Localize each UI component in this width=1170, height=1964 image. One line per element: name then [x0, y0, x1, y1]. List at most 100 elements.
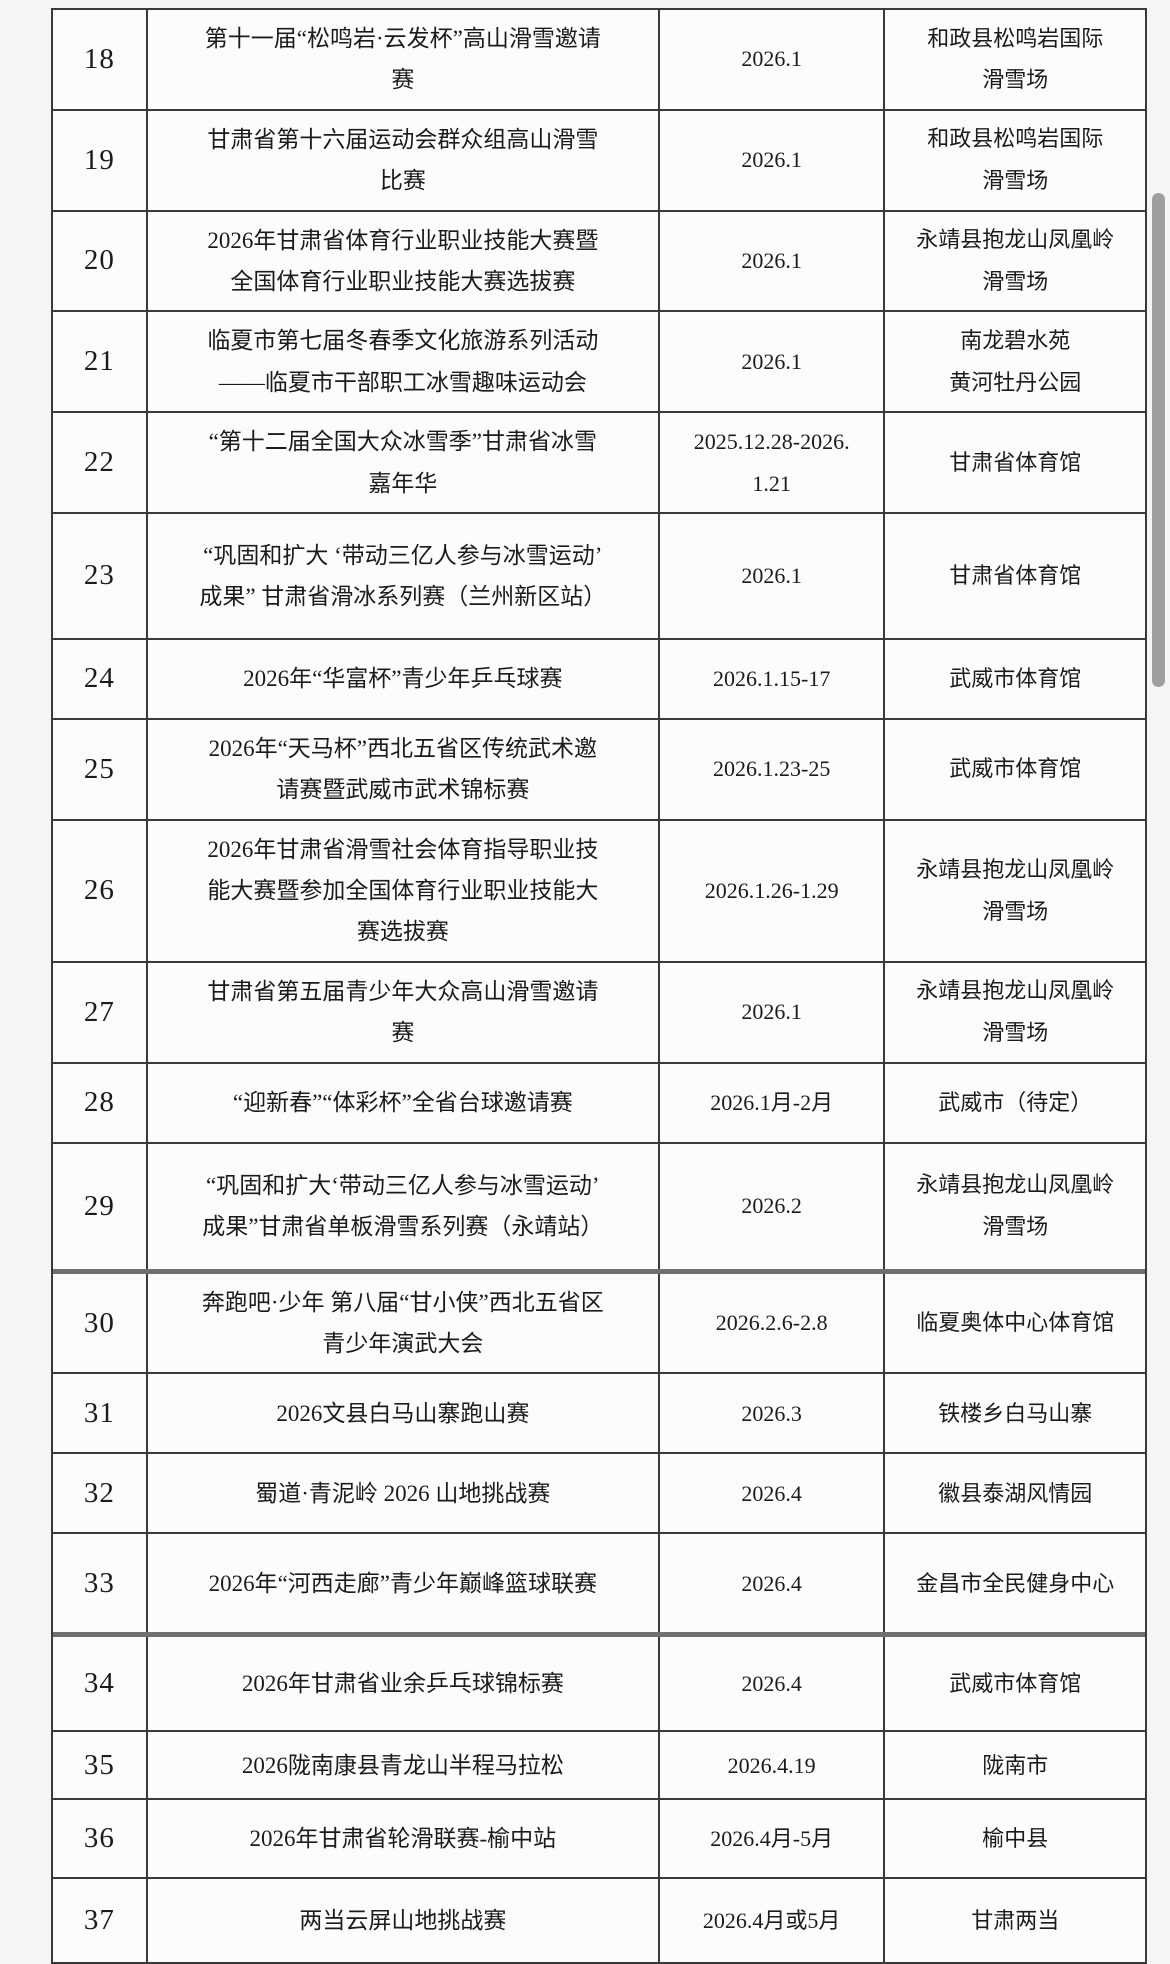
event-name-cell: 甘肃省第五届青少年大众高山滑雪邀请赛 [148, 962, 660, 1062]
event-name-cell: 2026年甘肃省业余乒乓球锦标赛 [148, 1637, 660, 1731]
table-row: 35 2026陇南康县青龙山半程马拉松 2026.4.19 陇南市 [53, 1732, 1145, 1801]
row-number-cell: 20 [53, 211, 148, 311]
event-date-cell: 2026.1 [660, 513, 886, 638]
table-row: 22 “第十二届全国大众冰雪季”甘肃省冰雪嘉年华 2025.12.28-2026… [53, 413, 1145, 514]
event-date-cell: 2026.1 [660, 962, 886, 1062]
event-venue-cell: 徽县泰湖风情园 [938, 1480, 1093, 1506]
event-date-cell: 2026.4 [660, 1637, 886, 1731]
event-date-cell: 2026.4 [660, 1534, 886, 1633]
event-venue-cell: 永靖县抱龙山凤凰岭 滑雪场 [916, 978, 1115, 1046]
event-name-cell: “巩固和扩大 ‘带动三亿人参与冰雪运动’ 成果” 甘肃省滑冰系列赛（兰州新区站） [148, 513, 660, 638]
row-number-cell: 34 [53, 1637, 148, 1731]
event-date-cell: 2026.1.15-17 [660, 639, 886, 718]
row-number-cell: 32 [53, 1454, 148, 1533]
event-date-cell: 2026.1 [660, 10, 886, 109]
event-venue-cell: 甘肃省体育馆 [949, 563, 1082, 588]
event-name-cell: 2026年“天马杯”西北五省区传统武术邀请赛暨武威市武术锦标赛 [148, 719, 660, 819]
table-row: 26 2026年甘肃省滑雪社会体育指导职业技能大赛暨参加全国体育行业职业技能大赛… [53, 820, 1145, 963]
event-date-cell: 2025.12.28-2026.1.21 [660, 413, 886, 512]
table-row: 29 “巩固和扩大‘带动三亿人参与冰雪运动’ 成果”甘肃省单板滑雪系列赛（永靖站… [53, 1143, 1145, 1274]
event-name-cell: “迎新春”“体彩杯”全省台球邀请赛 [148, 1063, 660, 1142]
event-venue-cell: 甘肃两当 [971, 1908, 1060, 1934]
document-page: 18 第十一届“松鸣岩·云发杯”高山滑雪邀请赛 2026.1 和政县松鸣岩国际 … [51, 8, 1165, 1964]
event-date-cell: 2026.1.23-25 [660, 719, 886, 819]
event-venue-cell: 临夏奥体中心体育馆 [916, 1310, 1115, 1336]
event-date-cell: 2026.1 [660, 211, 886, 311]
table-row: 34 2026年甘肃省业余乒乓球锦标赛 2026.4 武威市体育馆 [53, 1637, 1145, 1733]
event-name-cell: 2026年甘肃省体育行业职业技能大赛暨全国体育行业职业技能大赛选拔赛 [148, 211, 660, 311]
event-name-cell: 甘肃省第十六届运动会群众组高山滑雪比赛 [148, 110, 660, 210]
row-number-cell: 25 [53, 719, 148, 819]
event-name-cell: 2026文县白马山寨跑山赛 [148, 1374, 660, 1453]
table-row: 27 甘肃省第五届青少年大众高山滑雪邀请赛 2026.1 永靖县抱龙山凤凰岭 滑… [53, 962, 1145, 1064]
table-row: 36 2026年甘肃省轮滑联赛-榆中站 2026.4月-5月 榆中县 [53, 1800, 1145, 1880]
table-row: 33 2026年“河西走廊”青少年巅峰篮球联赛 2026.4 金昌市全民健身中心 [53, 1534, 1145, 1638]
event-venue-cell: 武威市体育馆 [949, 756, 1082, 782]
row-number-cell: 35 [53, 1732, 148, 1799]
row-number-cell: 33 [53, 1534, 148, 1633]
event-date-cell: 2026.1 [660, 312, 886, 412]
table-row: 31 2026文县白马山寨跑山赛 2026.3 铁楼乡白马山寨 [53, 1374, 1145, 1455]
row-number-cell: 24 [53, 639, 148, 718]
event-date-cell: 2026.2 [660, 1143, 886, 1269]
row-number-cell: 37 [53, 1879, 148, 1963]
event-venue-cell: 和政县松鸣岩国际 滑雪场 [927, 25, 1104, 93]
events-table: 18 第十一届“松鸣岩·云发杯”高山滑雪邀请赛 2026.1 和政县松鸣岩国际 … [51, 8, 1147, 1964]
table-row: 28 “迎新春”“体彩杯”全省台球邀请赛 2026.1月-2月 武威市（待定） [53, 1063, 1145, 1144]
event-venue-cell: 陇南市 [982, 1752, 1049, 1778]
event-name-cell: “第十二届全国大众冰雪季”甘肃省冰雪嘉年华 [148, 413, 660, 512]
event-name-cell: 两当云屏山地挑战赛 [148, 1879, 660, 1963]
table-row: 37 两当云屏山地挑战赛 2026.4月或5月 甘肃两当 [53, 1879, 1145, 1963]
event-date-cell: 2026.3 [660, 1374, 886, 1453]
row-number-cell: 23 [53, 513, 148, 638]
table-row: 21 临夏市第七届冬春季文化旅游系列活动——临夏市干部职工冰雪趣味运动会 202… [53, 312, 1145, 414]
table-row: 19 甘肃省第十六届运动会群众组高山滑雪比赛 2026.1 和政县松鸣岩国际 滑… [53, 110, 1145, 212]
event-venue-cell: 铁楼乡白马山寨 [938, 1400, 1093, 1426]
event-date-cell: 2026.4月或5月 [660, 1879, 886, 1963]
event-name-cell: 2026年“河西走廊”青少年巅峰篮球联赛 [148, 1534, 660, 1633]
table-row: 25 2026年“天马杯”西北五省区传统武术邀请赛暨武威市武术锦标赛 2026.… [53, 719, 1145, 821]
event-name-cell: 临夏市第七届冬春季文化旅游系列活动——临夏市干部职工冰雪趣味运动会 [148, 312, 660, 412]
event-name-cell: 2026年甘肃省滑雪社会体育指导职业技能大赛暨参加全国体育行业职业技能大赛选拔赛 [148, 820, 660, 961]
scrollbar-thumb[interactable] [1152, 193, 1165, 687]
event-name-cell: 奔跑吧·少年 第八届“甘小侠”西北五省区青少年演武大会 [148, 1273, 660, 1373]
event-date-cell: 2026.1月-2月 [660, 1063, 886, 1142]
event-date-cell: 2026.4.19 [660, 1732, 886, 1799]
row-number-cell: 31 [53, 1374, 148, 1453]
row-number-cell: 26 [53, 820, 148, 961]
row-number-cell: 29 [53, 1143, 148, 1269]
table-row: 23 “巩固和扩大 ‘带动三亿人参与冰雪运动’ 成果” 甘肃省滑冰系列赛（兰州新… [53, 513, 1145, 640]
event-venue-cell: 永靖县抱龙山凤凰岭 滑雪场 [916, 1172, 1115, 1240]
event-name-cell: 第十一届“松鸣岩·云发杯”高山滑雪邀请赛 [148, 10, 660, 109]
event-date-cell: 2026.1.26-1.29 [660, 820, 886, 961]
event-date-cell: 2026.1 [660, 110, 886, 210]
event-date-cell: 2026.4月-5月 [660, 1800, 886, 1878]
table-row: 18 第十一届“松鸣岩·云发杯”高山滑雪邀请赛 2026.1 和政县松鸣岩国际 … [53, 10, 1145, 111]
table-row: 32 蜀道·青泥岭 2026 山地挑战赛 2026.4 徽县泰湖风情园 [53, 1454, 1145, 1535]
event-venue-cell: 榆中县 [982, 1826, 1049, 1852]
event-venue-cell: 甘肃省体育馆 [949, 449, 1082, 475]
row-number-cell: 21 [53, 312, 148, 412]
event-venue-cell: 金昌市全民健身中心 [916, 1570, 1115, 1596]
row-number-cell: 28 [53, 1063, 148, 1142]
event-venue-cell: 武威市体育馆 [949, 666, 1082, 691]
table-row: 24 2026年“华富杯”青少年乒乓球赛 2026.1.15-17 武威市体育馆 [53, 639, 1145, 720]
row-number-cell: 27 [53, 962, 148, 1062]
event-venue-cell: 南龙碧水苑 黄河牡丹公园 [949, 327, 1082, 395]
event-name-cell: 2026陇南康县青龙山半程马拉松 [148, 1732, 660, 1799]
row-number-cell: 22 [53, 413, 148, 512]
row-number-cell: 36 [53, 1800, 148, 1878]
event-venue-cell: 武威市体育馆 [949, 1671, 1082, 1697]
event-venue-cell: 武威市（待定） [938, 1089, 1093, 1115]
event-venue-cell: 永靖县抱龙山凤凰岭 滑雪场 [916, 227, 1115, 294]
row-number-cell: 19 [53, 110, 148, 210]
event-name-cell: 2026年“华富杯”青少年乒乓球赛 [148, 639, 660, 718]
event-name-cell: “巩固和扩大‘带动三亿人参与冰雪运动’ 成果”甘肃省单板滑雪系列赛（永靖站） [148, 1143, 660, 1269]
event-date-cell: 2026.2.6-2.8 [660, 1273, 886, 1373]
event-name-cell: 2026年甘肃省轮滑联赛-榆中站 [148, 1800, 660, 1878]
table-row: 30 奔跑吧·少年 第八届“甘小侠”西北五省区青少年演武大会 2026.2.6-… [53, 1273, 1145, 1375]
event-venue-cell: 永靖县抱龙山凤凰岭 滑雪场 [916, 856, 1115, 924]
table-row: 20 2026年甘肃省体育行业职业技能大赛暨全国体育行业职业技能大赛选拔赛 20… [53, 211, 1145, 313]
row-number-cell: 18 [53, 10, 148, 109]
row-number-cell: 30 [53, 1273, 148, 1373]
